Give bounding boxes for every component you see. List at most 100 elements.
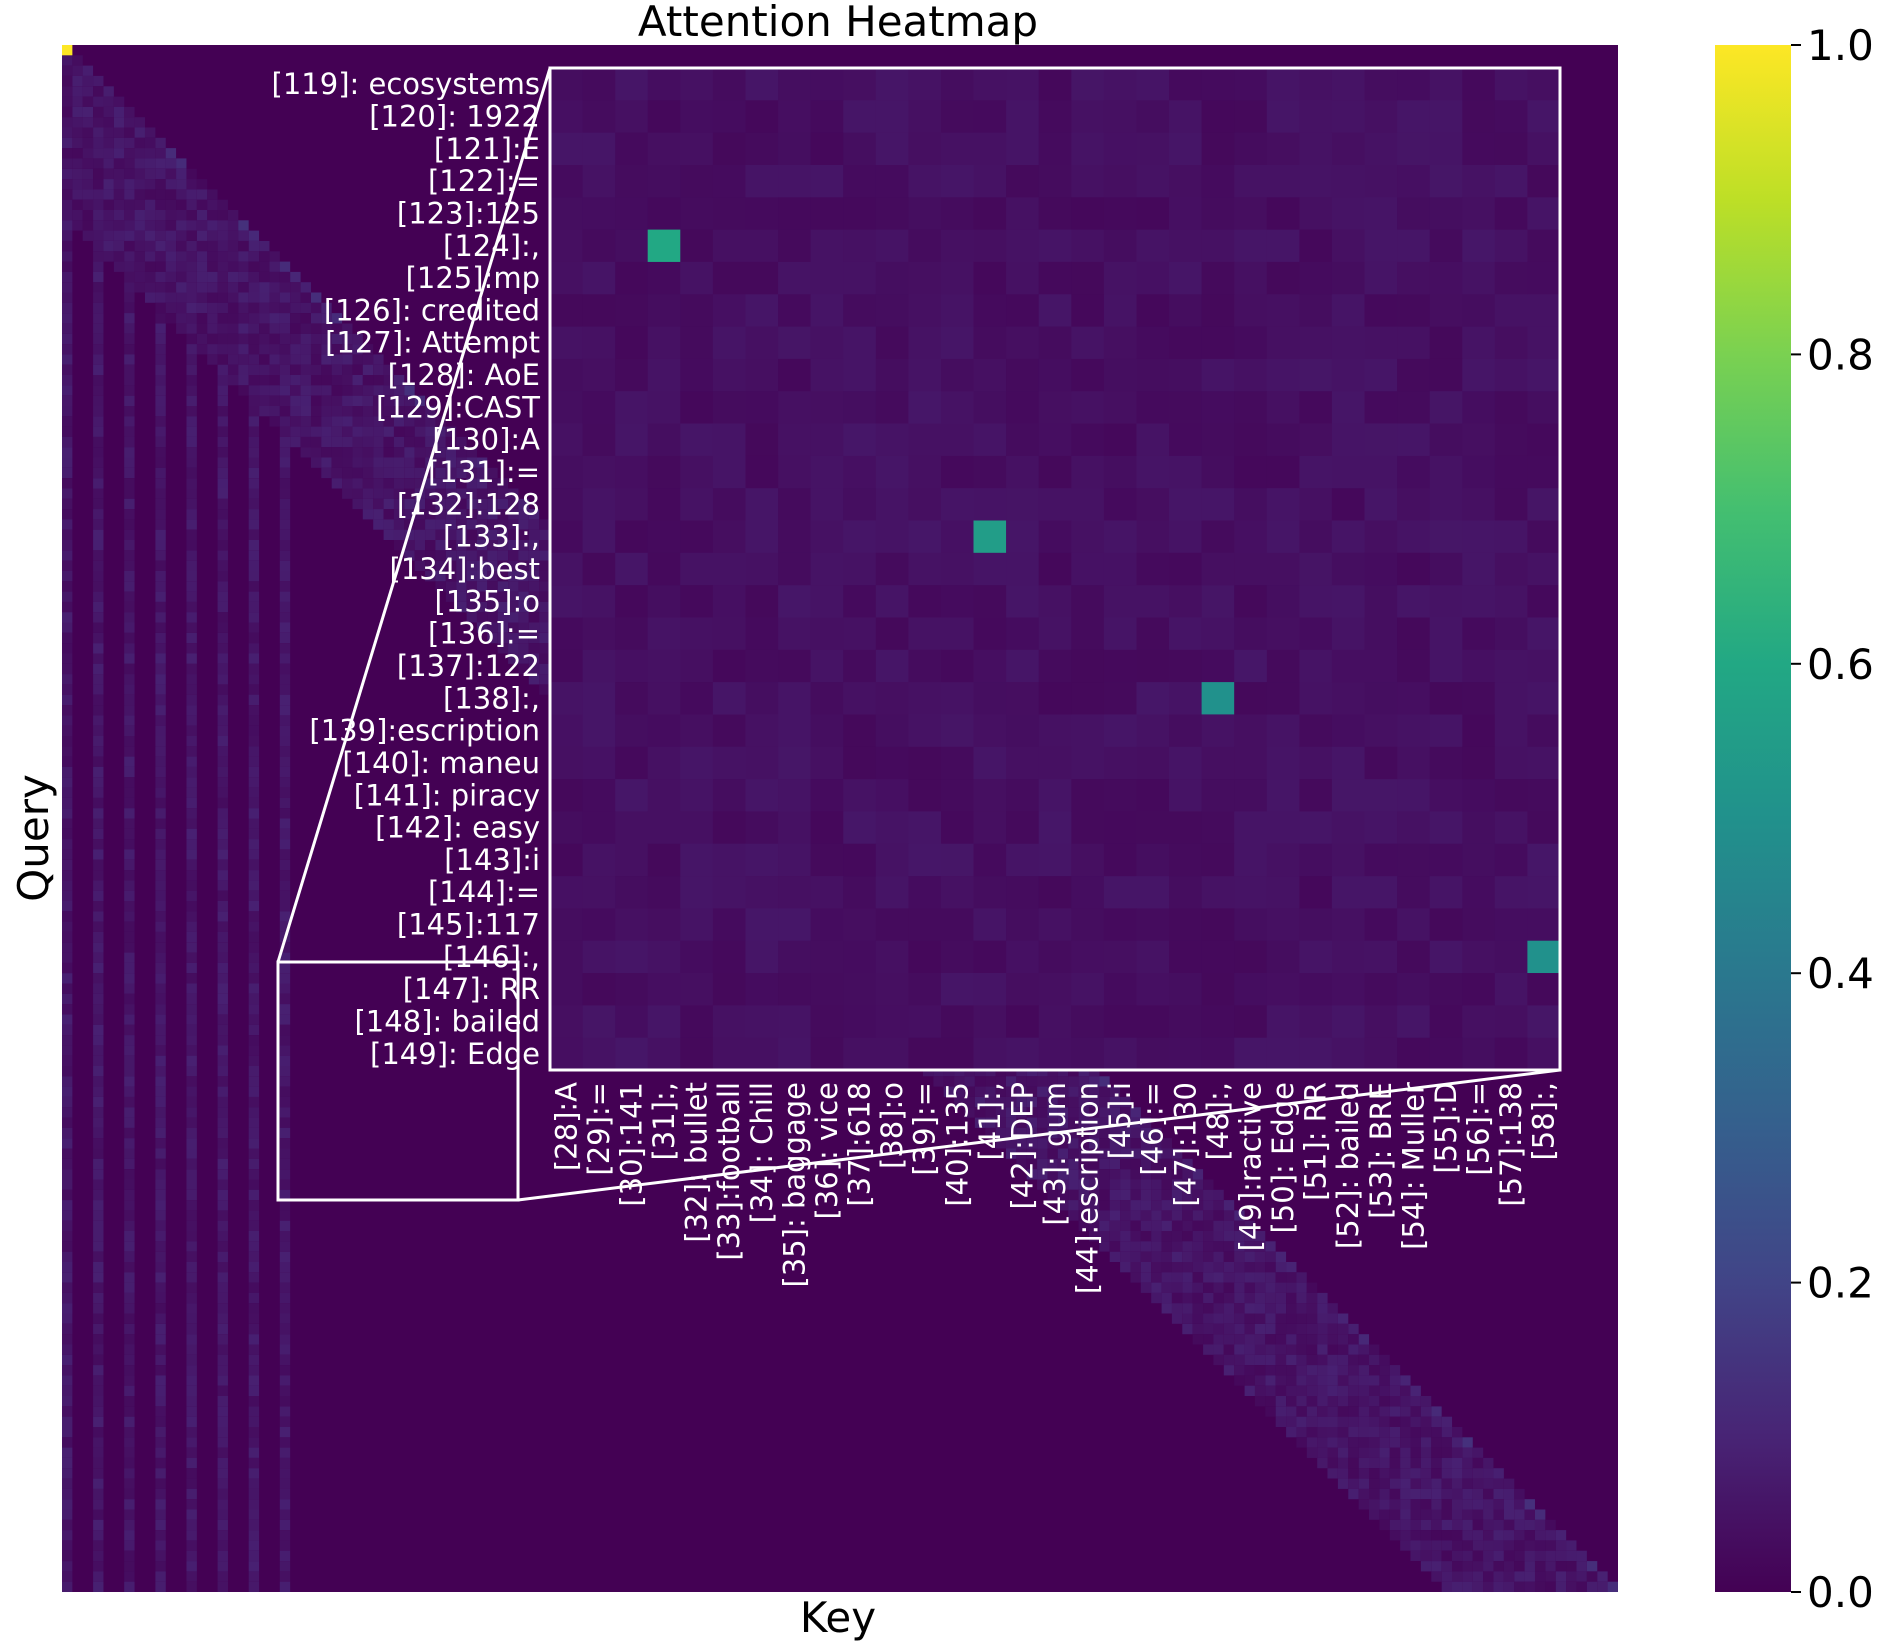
attention-cell [217,1179,228,1190]
attention-cell [1327,1447,1338,1458]
inset-cell [1071,197,1105,230]
inset-cell [1234,423,1268,457]
attention-cell [1431,1488,1442,1500]
attention-cell [425,436,436,448]
attention-cell [186,715,197,726]
attention-cell [279,1097,291,1108]
attention-cell [238,375,249,386]
inset-cell [1201,714,1235,748]
attention-cell [196,199,208,211]
attention-cell [1493,1540,1504,1551]
attention-cell [331,364,343,376]
inset-cell [1494,908,1528,942]
inset-cell [1071,876,1105,909]
inset-cell [1136,617,1170,651]
inset-cell [1136,520,1170,554]
attention-cell [1109,1097,1121,1108]
inset-cell [843,1037,877,1071]
attention-cell [1286,1292,1297,1304]
attention-cell [1317,1292,1328,1304]
attention-cell [217,210,228,221]
attention-cell [124,1055,135,1067]
inset-cell [1331,908,1365,942]
attention-cell [1213,1231,1224,1242]
inset-cell [680,908,714,942]
attention-cell [62,1488,73,1500]
inset-cell [745,455,779,489]
attention-cell [279,1323,291,1335]
attention-cell [393,416,405,427]
attention-cell [1047,1148,1058,1159]
attention-cell [1410,1519,1421,1531]
attention-cell [124,406,135,417]
attention-cell [1327,1385,1338,1397]
attention-cell [331,457,343,468]
attention-cell [1597,1571,1608,1582]
attention-cell [124,230,135,241]
attention-cell [1296,1416,1307,1428]
attention-cell [1006,1076,1017,1087]
attention-cell [155,859,166,871]
inset-cell [745,714,779,748]
attention-cell [1037,1158,1048,1170]
attention-cell [352,416,363,427]
attention-cell [1452,1488,1463,1500]
inset-cell [1494,488,1528,521]
attention-cell [155,550,166,561]
inset-key-label: [35]: baggage [777,1082,811,1288]
attention-cell [1462,1457,1473,1469]
attention-cell [1047,1189,1058,1201]
attention-cell [124,292,135,303]
attention-cell [248,1272,260,1283]
inset-cell [1136,358,1170,392]
inset-cell [582,908,616,942]
inset-cell [1299,843,1333,877]
attention-cell [1244,1354,1255,1366]
attention-cell [279,591,291,602]
attention-cell [1431,1540,1442,1551]
attention-cell [393,478,405,489]
attention-cell [196,292,208,303]
attention-cell [279,1231,291,1242]
attention-cell [1379,1365,1390,1376]
attention-cell [528,591,540,602]
attention-cell [1441,1427,1453,1438]
attention-cell [1358,1437,1370,1448]
attention-cell [1099,1097,1110,1108]
attention-cell [217,808,228,819]
inset-cell [1397,197,1430,230]
inset-cell [1462,908,1496,942]
attention-cell [248,436,260,448]
attention-cell [165,271,177,283]
inset-cell [1103,1005,1137,1039]
attention-cell [1545,1519,1556,1531]
attention-cell [134,148,145,159]
attention-cell [1358,1406,1370,1417]
attention-cell [1400,1457,1411,1469]
attention-cell [1182,1158,1193,1170]
inset-query-label: [125]:mp [406,261,540,295]
attention-cell [1306,1396,1318,1407]
attention-cell [217,911,228,922]
inset-cell [550,617,583,651]
attention-cell [62,1499,73,1510]
attention-cell [1317,1447,1328,1458]
inset-cell [1364,617,1398,651]
attention-cell [186,684,197,695]
attention-cell [124,581,135,592]
inset-cell [875,197,909,230]
attention-cell [155,777,166,788]
attention-cell [186,911,197,922]
attention-cell [155,571,166,582]
inset-cell [615,165,649,198]
inset-cell [1006,811,1039,845]
attention-cell [217,550,228,561]
inset-cell [615,391,649,424]
attention-cell [93,271,104,283]
attention-cell [124,1561,135,1572]
inset-cell [1299,68,1333,101]
attention-cell [1254,1262,1266,1273]
attention-cell [93,426,104,437]
attention-cell [487,591,498,602]
inset-cell [875,940,909,974]
